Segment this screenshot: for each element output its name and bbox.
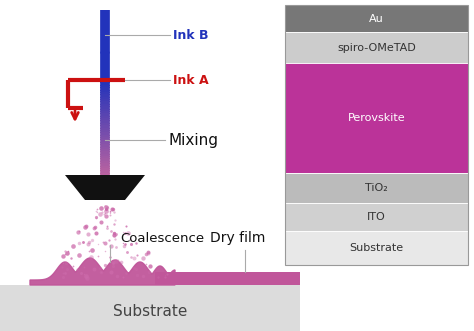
Text: Coalescence: Coalescence xyxy=(120,231,204,245)
Bar xyxy=(285,173,468,204)
Polygon shape xyxy=(30,258,175,285)
Bar xyxy=(285,5,468,32)
Text: spiro-OMeTAD: spiro-OMeTAD xyxy=(337,43,416,53)
Text: Substrate: Substrate xyxy=(349,243,403,253)
Polygon shape xyxy=(65,175,145,200)
Bar xyxy=(285,231,468,265)
Text: Perovskite: Perovskite xyxy=(348,113,405,123)
Text: Ink B: Ink B xyxy=(173,28,209,41)
Text: ITO: ITO xyxy=(367,212,386,222)
Bar xyxy=(285,204,468,231)
Bar xyxy=(285,5,468,265)
Text: Substrate: Substrate xyxy=(113,305,187,319)
Bar xyxy=(0,285,300,331)
Bar xyxy=(285,63,468,173)
Text: Dry film: Dry film xyxy=(210,231,265,245)
Bar xyxy=(285,32,468,63)
Text: Mixing: Mixing xyxy=(168,132,218,148)
Text: Au: Au xyxy=(369,14,384,24)
Bar xyxy=(155,272,300,285)
Text: TiO₂: TiO₂ xyxy=(365,183,388,193)
Text: Ink A: Ink A xyxy=(173,73,209,86)
